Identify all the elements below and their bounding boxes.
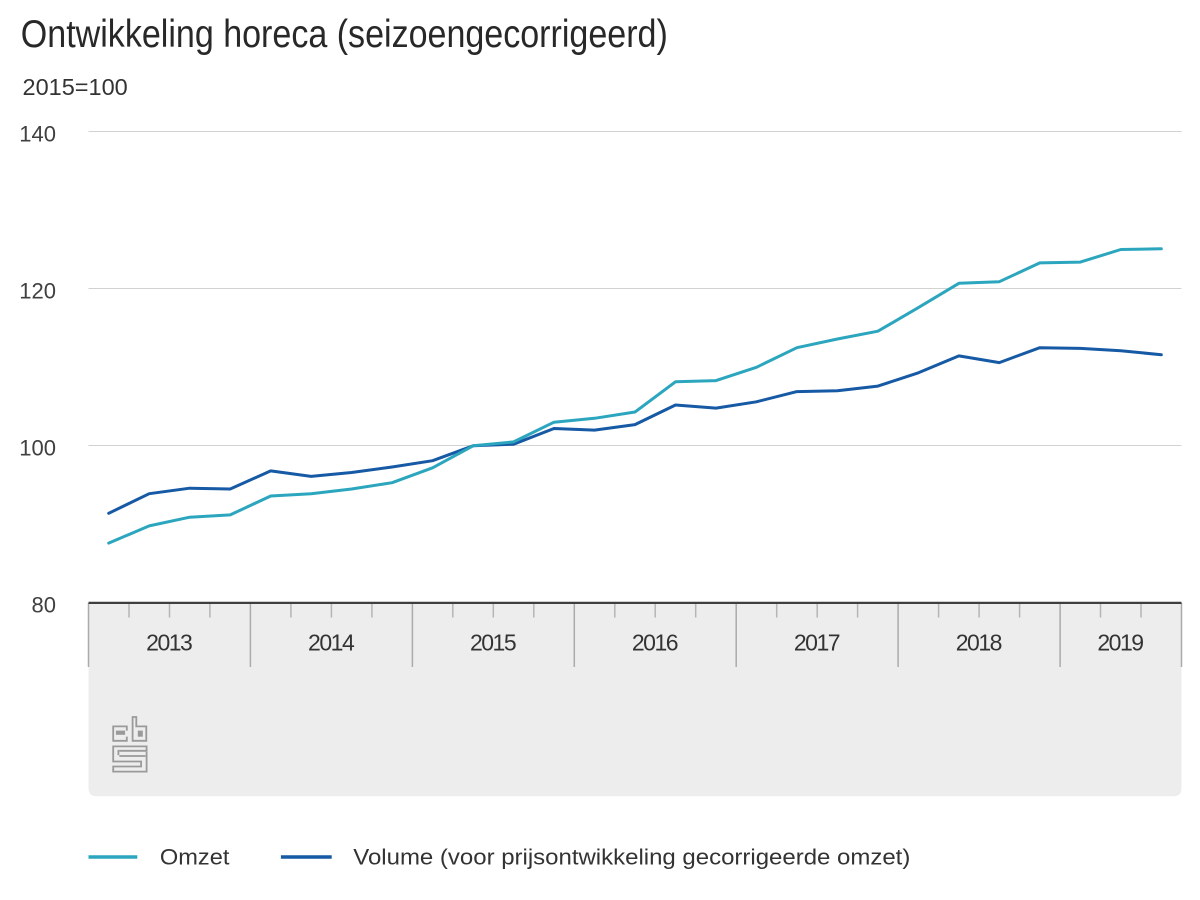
svg-text:2015: 2015 [470,630,517,656]
svg-text:120: 120 [19,279,56,304]
svg-text:2015=100: 2015=100 [23,74,128,100]
svg-text:2019: 2019 [1097,630,1144,656]
svg-text:140: 140 [19,122,56,147]
svg-text:Omzet: Omzet [160,845,230,870]
svg-text:2018: 2018 [956,630,1003,656]
svg-text:2017: 2017 [794,630,841,656]
svg-text:2014: 2014 [308,630,355,656]
svg-text:Ontwikkeling horeca (seizoenge: Ontwikkeling horeca (seizoengecorrigeerd… [21,13,668,56]
svg-text:Volume (voor prijsontwikkeling: Volume (voor prijsontwikkeling gecorrige… [353,845,910,870]
svg-text:80: 80 [32,593,56,618]
svg-text:2013: 2013 [146,630,193,656]
svg-text:2016: 2016 [632,630,679,656]
svg-text:100: 100 [19,436,56,461]
